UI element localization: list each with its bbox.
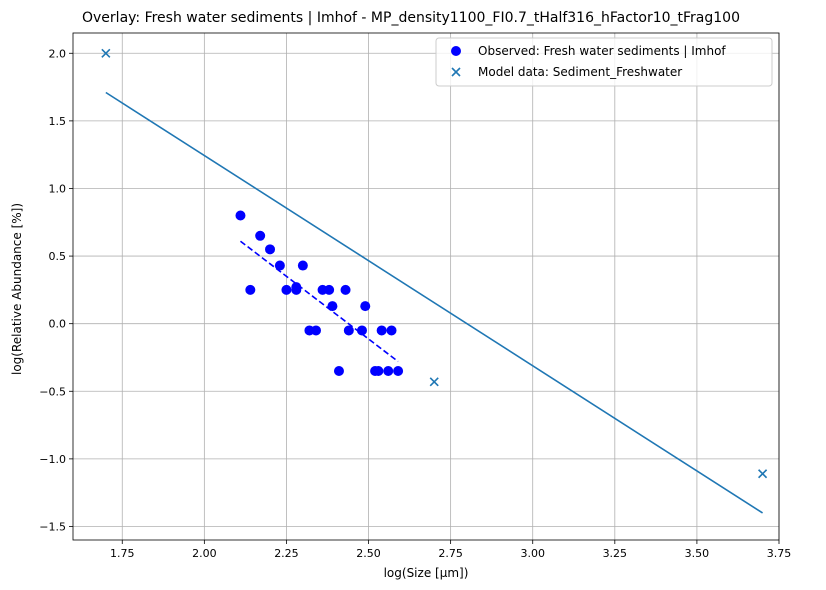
x-tick-label: 1.75 [110,547,135,560]
observed-point [265,244,276,255]
observed-point [356,325,367,336]
observed-point [327,301,338,312]
observed-point [291,282,302,293]
model-point [758,469,768,479]
plot-background [73,33,779,540]
observed-point [235,210,246,221]
model-fit-line [105,91,764,514]
observed-point [373,366,384,376]
chart-title: Overlay: Fresh water sediments | Imhof -… [82,10,740,26]
y-tick-label: 1.5 [49,115,67,128]
observed-point [376,325,387,336]
legend-label-model: Model data: Sediment_Freshwater [478,65,682,79]
observed-point [245,284,256,295]
x-tick-label: 2.50 [356,547,381,560]
y-tick-label: 1.0 [49,182,67,195]
observed-point [324,284,335,295]
data-layer [101,48,768,514]
observed-point [255,230,266,241]
legend: Observed: Fresh water sediments | Imhof … [435,37,773,87]
y-axis: −1.5 −1.0 −0.5 0.0 0.5 1.0 1.5 2.0 [39,47,73,533]
observed-point [393,366,404,376]
x-tick-label: 3.00 [520,547,545,560]
observed-point [360,301,371,312]
observed-point [383,366,394,376]
x-axis: 1.75 2.00 2.25 2.50 2.75 3.00 3.25 3.50 3.75 [110,540,791,560]
grid [73,33,780,540]
legend-marker-model [451,67,461,77]
legend-label-observed: Observed: Fresh water sediments | Imhof [478,44,726,58]
model-point [429,377,439,387]
legend-marker-observed [451,46,461,56]
x-tick-label: 2.75 [438,547,463,560]
y-tick-label: −1.0 [39,453,66,466]
observed-point [297,260,308,271]
model-point [101,48,111,58]
y-tick-label: 2.0 [49,47,67,60]
y-axis-label: log(Relative Abundance [%]) [10,203,24,375]
x-tick-label: 2.25 [274,547,299,560]
observed-point [281,284,292,295]
plot-area [73,33,779,540]
observed-point [310,325,321,336]
y-tick-label: −1.5 [39,520,66,533]
x-tick-label: 3.50 [685,547,710,560]
observed-fit-line [239,240,399,363]
observed-point [340,284,351,295]
observed-point [333,366,344,376]
observed-point [386,325,397,336]
plot-border [72,32,780,541]
y-tick-label: 0.5 [49,250,67,263]
x-axis-label: log(Size [µm]) [384,566,469,580]
observed-point [274,260,285,271]
plot-frame [72,32,780,541]
y-tick-label: −0.5 [39,385,66,398]
legend-box [435,37,773,87]
x-tick-label: 3.25 [603,547,628,560]
observed-point [343,325,354,336]
y-tick-label: 0.0 [49,318,67,331]
x-tick-label: 2.00 [192,547,217,560]
x-tick-label: 3.75 [767,547,792,560]
